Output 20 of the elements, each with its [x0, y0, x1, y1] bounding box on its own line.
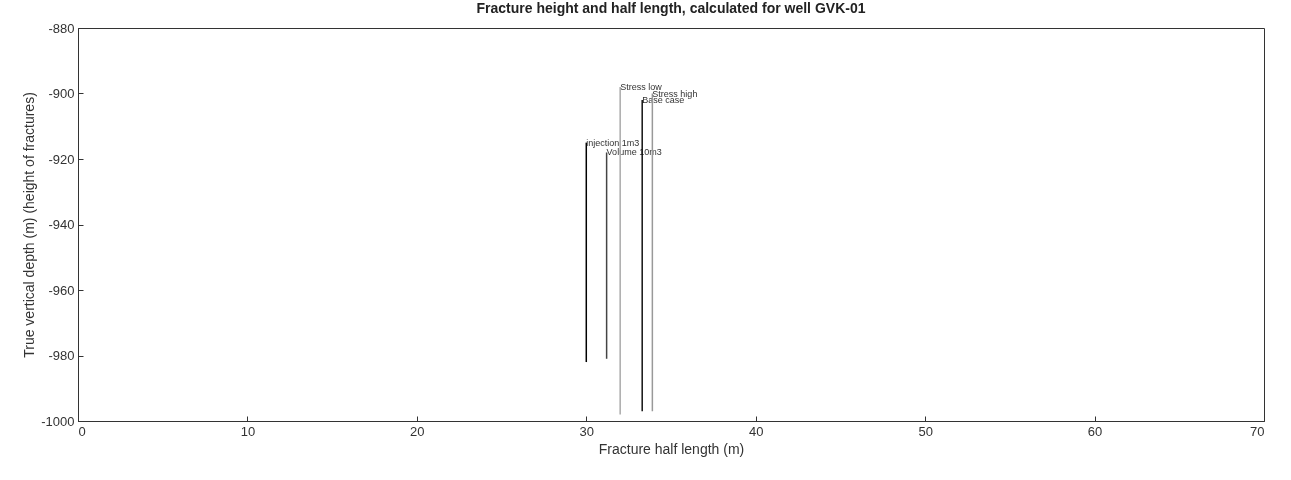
x-tick-label: 30: [579, 423, 595, 439]
y-axis-title: True vertical depth (m) (height of fractures): [21, 92, 38, 358]
series-label: Stress low: [620, 81, 663, 92]
x-tick-label: 0: [78, 423, 86, 439]
x-tick-label: 60: [1087, 423, 1103, 439]
x-tick-label: 40: [748, 423, 764, 439]
y-tick-label: -920: [48, 151, 75, 167]
y-tick-label: -980: [48, 348, 75, 363]
x-tick-label: 20: [410, 423, 425, 439]
x-tick-label: 50: [918, 423, 933, 439]
y-tick-label: -1000: [41, 413, 75, 429]
y-tick-label: -880: [48, 20, 75, 36]
x-axis-title: Fracture half length (m): [598, 440, 745, 457]
series-label: injection 1m3: [586, 137, 640, 148]
x-tick-label: 70: [1250, 423, 1265, 439]
y-tick-label: -960: [48, 282, 75, 298]
y-tick-label: -900: [48, 86, 75, 101]
chart-title: Fracture height and half length, calculated for well GVK-01: [476, 0, 866, 16]
x-tick-label: 10: [240, 423, 256, 439]
y-tick-label: -940: [48, 217, 75, 232]
